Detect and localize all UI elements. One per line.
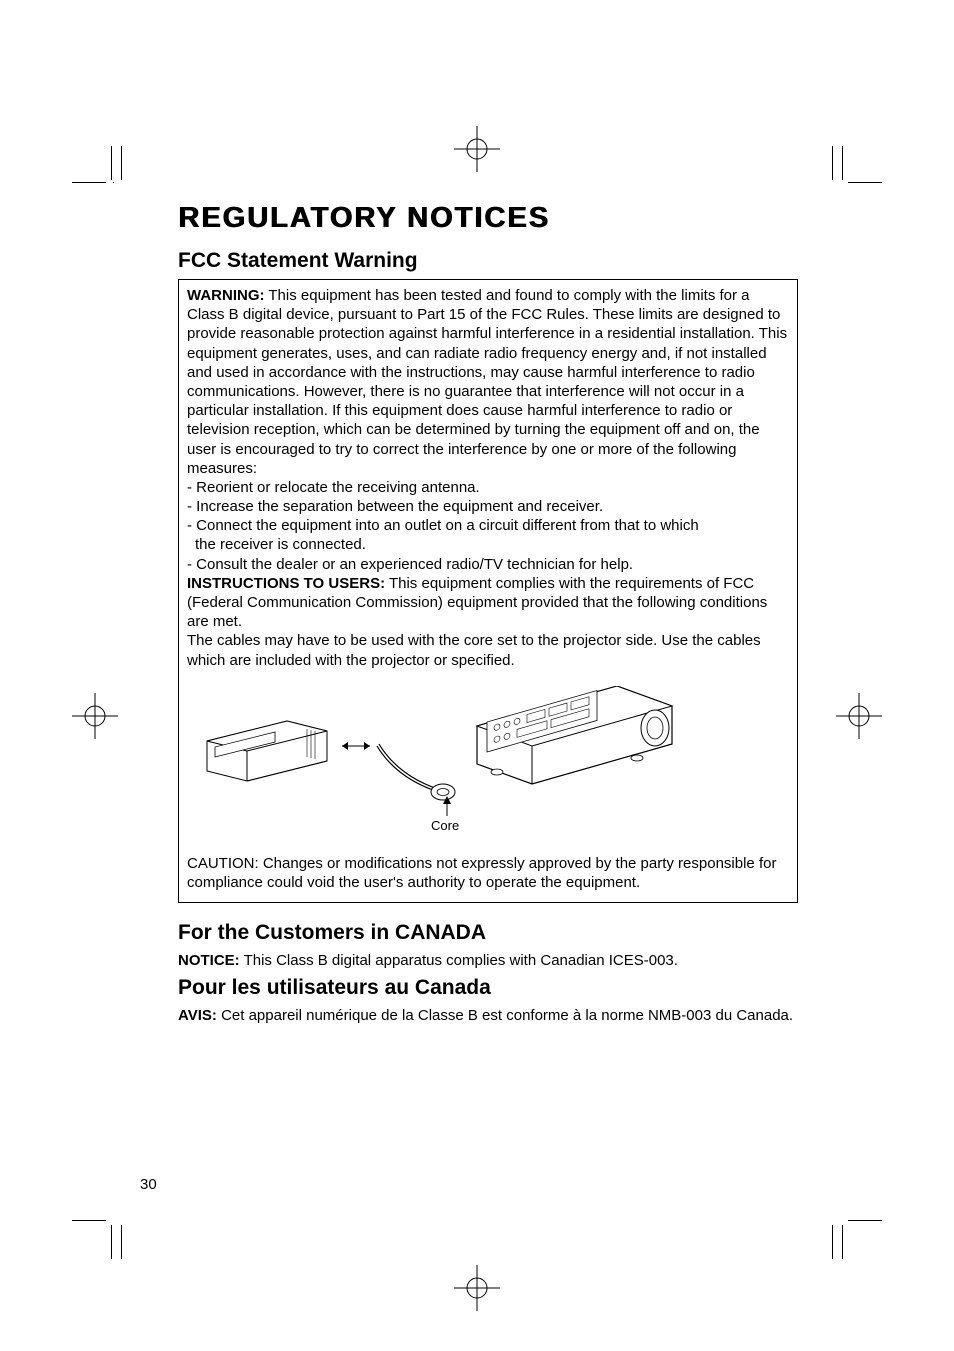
fcc-illustration: Core <box>187 686 789 846</box>
canada-fr-label: AVIS: <box>178 1007 217 1024</box>
canada-fr-heading: Pour les utilisateurs au Canada <box>178 976 798 1000</box>
fcc-warning-paragraph: WARNING: This equipment has been tested … <box>187 286 789 478</box>
canada-en-heading: For the Customers in CANADA <box>178 921 798 945</box>
fcc-cables-body: The cables may have to be used with the … <box>187 631 789 669</box>
canada-en-label: NOTICE: <box>178 952 240 969</box>
registration-mark-left <box>72 693 118 739</box>
fcc-bullet-1: - Reorient or relocate the receiving ant… <box>187 478 789 497</box>
fcc-bullet-4: - Consult the dealer or an experienced r… <box>187 555 789 574</box>
fcc-bullet-3a: - Connect the equipment into an outlet o… <box>187 516 789 535</box>
fcc-warning-label: WARNING: <box>187 287 265 304</box>
core-label: Core <box>431 818 459 833</box>
fcc-heading: FCC Statement Warning <box>178 249 798 273</box>
fcc-instructions-label: INSTRUCTIONS TO USERS: <box>187 575 385 592</box>
fcc-instructions-paragraph: INSTRUCTIONS TO USERS: This equipment co… <box>187 574 789 632</box>
main-title: REGULATORY NOTICES <box>178 202 798 235</box>
fcc-caution-body: CAUTION: Changes or modifications not ex… <box>187 854 789 892</box>
canada-fr-paragraph: AVIS: Cet appareil numérique de la Class… <box>178 1006 798 1025</box>
canada-en-body: This Class B digital apparatus complies … <box>240 952 678 969</box>
fcc-warning-box: WARNING: This equipment has been tested … <box>178 279 798 903</box>
page-content: REGULATORY NOTICES FCC Statement Warning… <box>178 202 798 1032</box>
registration-mark-right <box>836 693 882 739</box>
registration-mark-top <box>454 126 500 172</box>
registration-mark-bottom <box>454 1265 500 1311</box>
fcc-warning-body: This equipment has been tested and found… <box>187 287 787 477</box>
canada-en-paragraph: NOTICE: This Class B digital apparatus c… <box>178 951 798 970</box>
canada-fr-body: Cet appareil numérique de la Classe B es… <box>217 1007 793 1024</box>
fcc-bullet-2: - Increase the separation between the eq… <box>187 497 789 516</box>
page-number: 30 <box>140 1176 157 1193</box>
fcc-bullet-3b: the receiver is connected. <box>187 535 789 554</box>
